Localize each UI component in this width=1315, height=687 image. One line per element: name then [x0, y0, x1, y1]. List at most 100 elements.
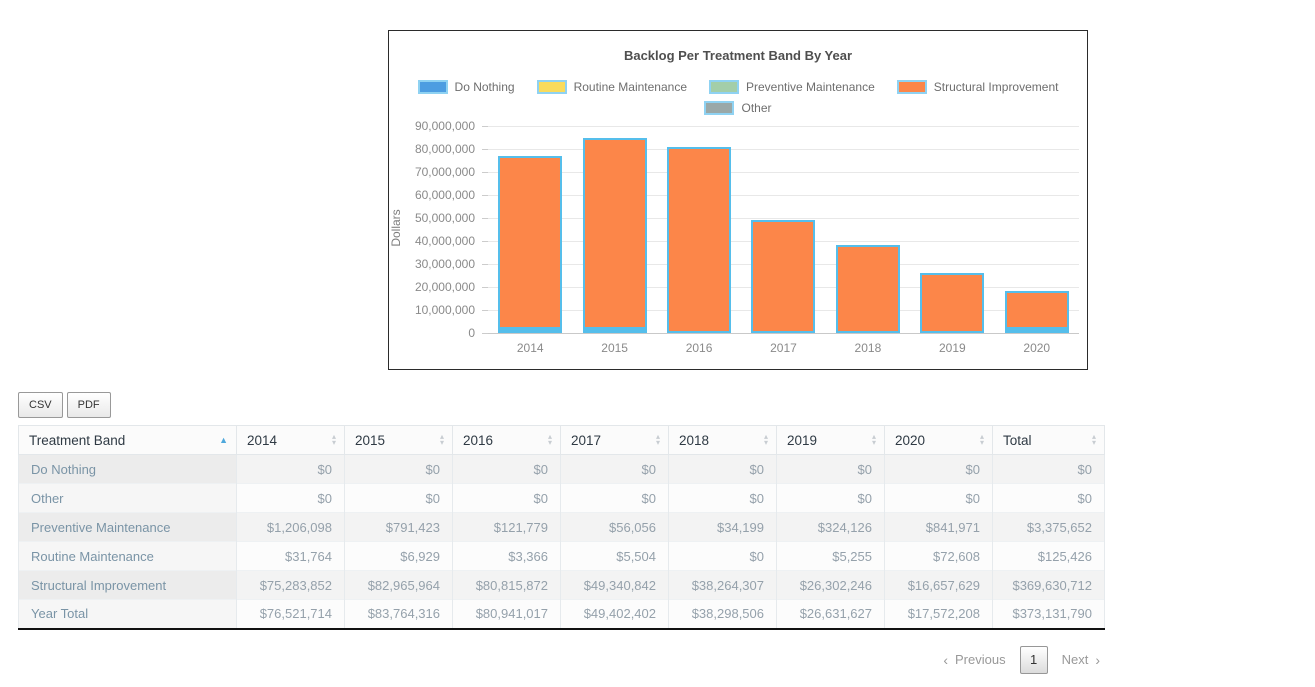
column-header-2017[interactable]: 2017 ▴ ▾: [560, 425, 669, 455]
column-header-2015[interactable]: 2015 ▴ ▾: [344, 425, 453, 455]
cell-preventive-maintenance-2019: $324,126: [776, 512, 885, 542]
column-header-total[interactable]: Total ▴ ▾: [992, 425, 1105, 455]
y-tick-mark: [482, 287, 488, 288]
row-label-year-total: Year Total: [18, 599, 237, 629]
previous-label: Previous: [955, 652, 1006, 667]
cell-structural-improvement-total: $369,630,712: [992, 570, 1105, 600]
column-header-2018[interactable]: 2018 ▴ ▾: [668, 425, 777, 455]
cell-other-2014: $0: [236, 483, 345, 513]
y-tick-label: 0: [468, 326, 475, 340]
row-label-routine-maintenance: Routine Maintenance: [18, 541, 237, 571]
y-tick-label: 20,000,000: [414, 280, 475, 294]
bar-segment-structural-improvement-2014[interactable]: [498, 155, 563, 329]
bar-2019[interactable]: [920, 272, 985, 333]
legend-item-do-nothing[interactable]: Do Nothing: [417, 79, 515, 94]
x-tick-label-2014: 2014: [516, 341, 544, 355]
cell-other-2016: $0: [452, 483, 561, 513]
row-label-do-nothing: Do Nothing: [18, 454, 237, 484]
bars-container: [488, 126, 1079, 333]
legend-label: Structural Improvement: [933, 79, 1059, 94]
y-tick-label: 30,000,000: [414, 257, 475, 271]
column-header-label: 2016: [463, 432, 494, 448]
cell-other-2020: $0: [884, 483, 993, 513]
next-label: Next: [1061, 652, 1089, 667]
bar-segment-preventive-maintenance-2020[interactable]: [1004, 329, 1069, 333]
bar-segment-structural-improvement-2019[interactable]: [920, 272, 985, 333]
cell-structural-improvement-2015: $82,965,964: [344, 570, 453, 600]
cell-preventive-maintenance-2020: $841,971: [884, 512, 993, 542]
cell-year-total-2014: $76,521,714: [236, 599, 345, 629]
row-label-structural-improvement: Structural Improvement: [18, 570, 237, 600]
legend-item-other[interactable]: Other: [704, 100, 772, 115]
bar-2014[interactable]: [498, 155, 563, 333]
bar-slot-2019: [910, 126, 994, 333]
x-axis-tick-labels: 2014 2015 2016 2017 2018 2019 2020: [488, 341, 1079, 355]
bar-segment-structural-improvement-2015[interactable]: [582, 138, 647, 329]
chart-title: Backlog Per Treatment Band By Year: [623, 48, 853, 63]
legend-label: Routine Maintenance: [573, 79, 687, 94]
cell-year-total-2020: $17,572,208: [884, 599, 993, 629]
sort-both-icon: ▴ ▾: [439, 432, 444, 447]
export-toolbar: CSV PDF: [18, 392, 1104, 418]
cell-do-nothing-2016: $0: [452, 454, 561, 484]
bar-segment-structural-improvement-2016[interactable]: [667, 147, 732, 333]
legend-swatch-routine-maintenance: [536, 79, 567, 94]
bar-segment-structural-improvement-2020[interactable]: [1004, 290, 1069, 329]
legend-item-routine-maintenance[interactable]: Routine Maintenance: [536, 79, 687, 94]
chart-area: Dollars 0 10,000,000 20,000,000 30,000,000 4…: [389, 119, 1087, 366]
csv-button[interactable]: CSV: [18, 392, 63, 418]
column-header-2020[interactable]: 2020 ▴ ▾: [884, 425, 993, 455]
legend-label: Other: [741, 100, 772, 115]
bar-2015[interactable]: [582, 138, 647, 333]
cell-other-2015: $0: [344, 483, 453, 513]
table-row-do-nothing: Do Nothing $0 $0 $0 $0 $0 $0 $0 $0: [18, 454, 1105, 484]
column-header-2019[interactable]: 2019 ▴ ▾: [776, 425, 885, 455]
legend-item-preventive-maintenance[interactable]: Preventive Maintenance: [709, 79, 875, 94]
y-tick-mark: [482, 172, 488, 173]
legend-item-structural-improvement[interactable]: Structural Improvement: [896, 79, 1059, 94]
bar-slot-2017: [741, 126, 825, 333]
sort-ascending-icon: ▲: [219, 435, 228, 445]
y-tick-label: 10,000,000: [414, 303, 475, 317]
y-tick-mark: [482, 310, 488, 311]
bar-slot-2014: [488, 126, 572, 333]
bar-2017[interactable]: [751, 219, 816, 333]
pagination-previous[interactable]: ‹ Previous: [943, 652, 1005, 668]
column-header-label: 2015: [355, 432, 386, 448]
column-header-2016[interactable]: 2016 ▴ ▾: [452, 425, 561, 455]
table-row-year-total: Year Total $76,521,714 $83,764,316 $80,941,…: [18, 599, 1105, 629]
bar-segment-structural-improvement-2018[interactable]: [835, 245, 900, 333]
bar-2018[interactable]: [835, 245, 900, 333]
y-tick-mark: [482, 241, 488, 242]
bar-segment-preventive-maintenance-2014[interactable]: [498, 329, 563, 333]
y-tick-mark: [482, 264, 488, 265]
column-header-2014[interactable]: 2014 ▴ ▾: [236, 425, 345, 455]
x-tick-label-2017: 2017: [770, 341, 797, 355]
cell-structural-improvement-2017: $49,340,842: [560, 570, 669, 600]
column-header-label: 2017: [571, 432, 602, 448]
backlog-table: Treatment Band ▲ 2014 ▴ ▾ 2015 ▴ ▾ 2016 ▴ ▾ 2017 ▴ ▾ 2…: [18, 425, 1105, 630]
pdf-button[interactable]: PDF: [66, 392, 111, 418]
sort-both-icon: ▴ ▾: [547, 432, 552, 447]
cell-routine-maintenance-2020: $72,608: [884, 541, 993, 571]
bar-segment-preventive-maintenance-2015[interactable]: [582, 329, 647, 333]
legend-label: Preventive Maintenance: [746, 79, 875, 94]
legend-row-1: Do Nothing Routine Maintenance Preventive …: [389, 76, 1087, 97]
bar-slot-2016: [657, 126, 741, 333]
pagination-page-1[interactable]: 1: [1019, 645, 1048, 674]
pagination-next[interactable]: Next ›: [1062, 652, 1100, 668]
legend-swatch-do-nothing: [417, 79, 448, 94]
table-row-routine-maintenance: Routine Maintenance $31,764 $6,929 $3,366 $5…: [18, 541, 1105, 571]
legend-swatch-other: [704, 100, 735, 115]
sort-both-icon: ▴ ▾: [655, 432, 660, 447]
chart-panel: Backlog Per Treatment Band By Year Do No…: [388, 30, 1088, 370]
column-header-treatment-band[interactable]: Treatment Band ▲: [18, 425, 237, 455]
gridline: [488, 126, 1079, 127]
bar-2016[interactable]: [667, 147, 732, 333]
legend-swatch-preventive-maintenance: [709, 79, 739, 94]
y-tick-mark: [482, 149, 488, 150]
cell-routine-maintenance-2019: $5,255: [776, 541, 885, 571]
column-header-label: 2020: [895, 432, 926, 448]
bar-2020[interactable]: [1004, 290, 1069, 333]
bar-segment-structural-improvement-2017[interactable]: [751, 219, 816, 333]
